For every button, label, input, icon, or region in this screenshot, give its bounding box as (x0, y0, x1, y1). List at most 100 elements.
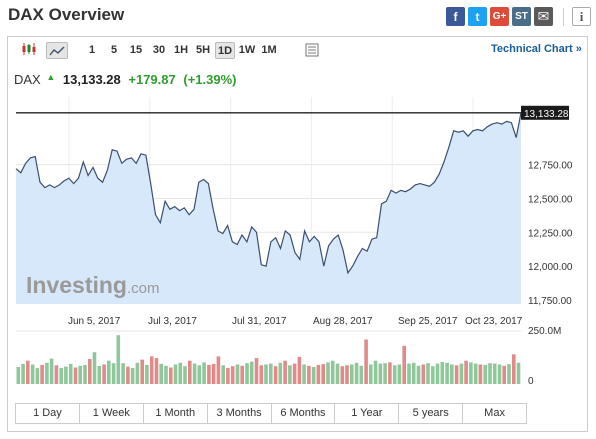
period-1-month[interactable]: 1 Month (143, 404, 208, 423)
last-price-box (521, 105, 569, 120)
volume-bar (273, 366, 278, 384)
volume-bar (426, 363, 430, 384)
volume-bar (107, 360, 111, 384)
volume-bar (54, 365, 59, 384)
volume-bar (121, 363, 125, 384)
candlestick-icon[interactable] (20, 42, 38, 59)
volume-bar (78, 365, 82, 384)
volume-bar (445, 362, 449, 384)
volume-bar (164, 365, 168, 384)
volume-bar (188, 360, 192, 384)
interval-30[interactable]: 30 (152, 44, 166, 56)
volume-bar (316, 364, 321, 384)
volume-bar (292, 363, 297, 384)
volume-axis-max-label: 250.0M (528, 326, 561, 337)
interval-5[interactable]: 5 (110, 44, 118, 56)
volume-bar (159, 363, 163, 384)
period-1-day[interactable]: 1 Day (16, 404, 80, 423)
header-divider (563, 8, 564, 26)
period-5-years[interactable]: 5 years (399, 404, 464, 423)
volume-bar (335, 363, 340, 384)
volume-bar (240, 365, 244, 384)
volume-bar (88, 359, 92, 384)
volume-bar (407, 363, 411, 384)
period-3-months[interactable]: 3 Months (207, 404, 272, 423)
volume-bar (21, 363, 25, 384)
x-tick-label: Jul 3, 2017 (148, 316, 197, 327)
volume-bar (68, 363, 73, 384)
twitter-icon[interactable]: t (468, 7, 487, 26)
interval-5h[interactable]: 5H (195, 44, 211, 56)
facebook-icon[interactable]: f (446, 7, 465, 26)
volume-bar (173, 364, 178, 384)
last-price-label: 13,133.28 (524, 109, 569, 120)
price-line (15, 112, 522, 275)
volume-bar (502, 365, 506, 384)
volume-bar (221, 365, 225, 384)
volume-bar (278, 362, 283, 384)
volume-bar (178, 362, 183, 384)
period-max[interactable]: Max (463, 404, 526, 423)
interval-1w[interactable]: 1W (238, 44, 256, 56)
last-price: 13,133.28 (62, 72, 121, 87)
chart-panel (7, 36, 588, 432)
volume-bar (431, 366, 435, 384)
period-selector: 1 Day 1 Week 1 Month 3 Months 6 Months 1… (15, 403, 527, 424)
volume-bar (483, 364, 487, 384)
volume-bar (435, 363, 440, 384)
interval-1m[interactable]: 1M (261, 44, 277, 56)
volume-bar (211, 363, 216, 384)
interval-1[interactable]: 1 (88, 44, 96, 56)
volume-bar (230, 366, 235, 384)
volume-bar (35, 368, 40, 384)
chart-settings-icon[interactable] (304, 42, 320, 59)
volume-bar (397, 364, 402, 384)
volume-bar (402, 345, 406, 384)
volume-bar (216, 356, 221, 384)
volume-bar (235, 364, 240, 384)
y-tick-label: 12,250.00 (528, 228, 573, 239)
volume-bar (454, 365, 459, 384)
x-tick-label: Aug 28, 2017 (313, 316, 373, 327)
y-tick-label: 12,500.00 (528, 194, 573, 205)
quote-line: DAX ▲ 13,133.28 +179.87 (+1.39%) (14, 72, 236, 87)
volume-bar (492, 363, 497, 384)
volume-bar (269, 363, 273, 384)
volume-bar (469, 362, 473, 384)
period-1-week[interactable]: 1 Week (79, 404, 144, 423)
volume-bar (207, 364, 211, 384)
volume-bar (64, 366, 68, 384)
google-plus-icon[interactable]: G+ (490, 7, 509, 26)
volume-bar (264, 364, 268, 384)
info-icon[interactable]: i (572, 7, 591, 26)
volume-bar (154, 358, 159, 384)
email-icon[interactable]: ✉ (534, 7, 553, 26)
volume-bar (497, 364, 502, 384)
watermark-suffix: .com (127, 280, 160, 297)
volume-bar (59, 367, 63, 384)
period-6-months[interactable]: 6 Months (271, 404, 336, 423)
volume-bar (111, 363, 116, 384)
stocktwits-icon[interactable]: ST (512, 7, 531, 26)
technical-chart-link[interactable]: Technical Chart » (491, 43, 582, 55)
interval-1h[interactable]: 1H (173, 44, 189, 56)
volume-bar (464, 360, 468, 384)
instrument-name: DAX (14, 72, 41, 87)
volume-bar (30, 364, 35, 384)
period-1-year[interactable]: 1 Year (335, 404, 400, 423)
volume-bar (507, 364, 511, 384)
volume-axis: 250.0M 0 (16, 326, 561, 387)
interval-1d[interactable]: 1D (215, 42, 235, 59)
volume-bar (197, 365, 202, 384)
volume-bar (321, 364, 325, 384)
interval-15[interactable]: 15 (129, 44, 143, 56)
volume-bar (440, 362, 445, 384)
area-chart-icon[interactable] (46, 42, 68, 59)
volume-bar (311, 367, 316, 384)
y-tick-label: 12,750.00 (528, 161, 573, 172)
volume-bar (388, 362, 392, 384)
volume-bar (49, 358, 54, 384)
y-axis-labels: 12,750.00 12,500.00 12,250.00 12,000.00 11,7… (528, 161, 573, 307)
volume-bar (302, 364, 306, 384)
